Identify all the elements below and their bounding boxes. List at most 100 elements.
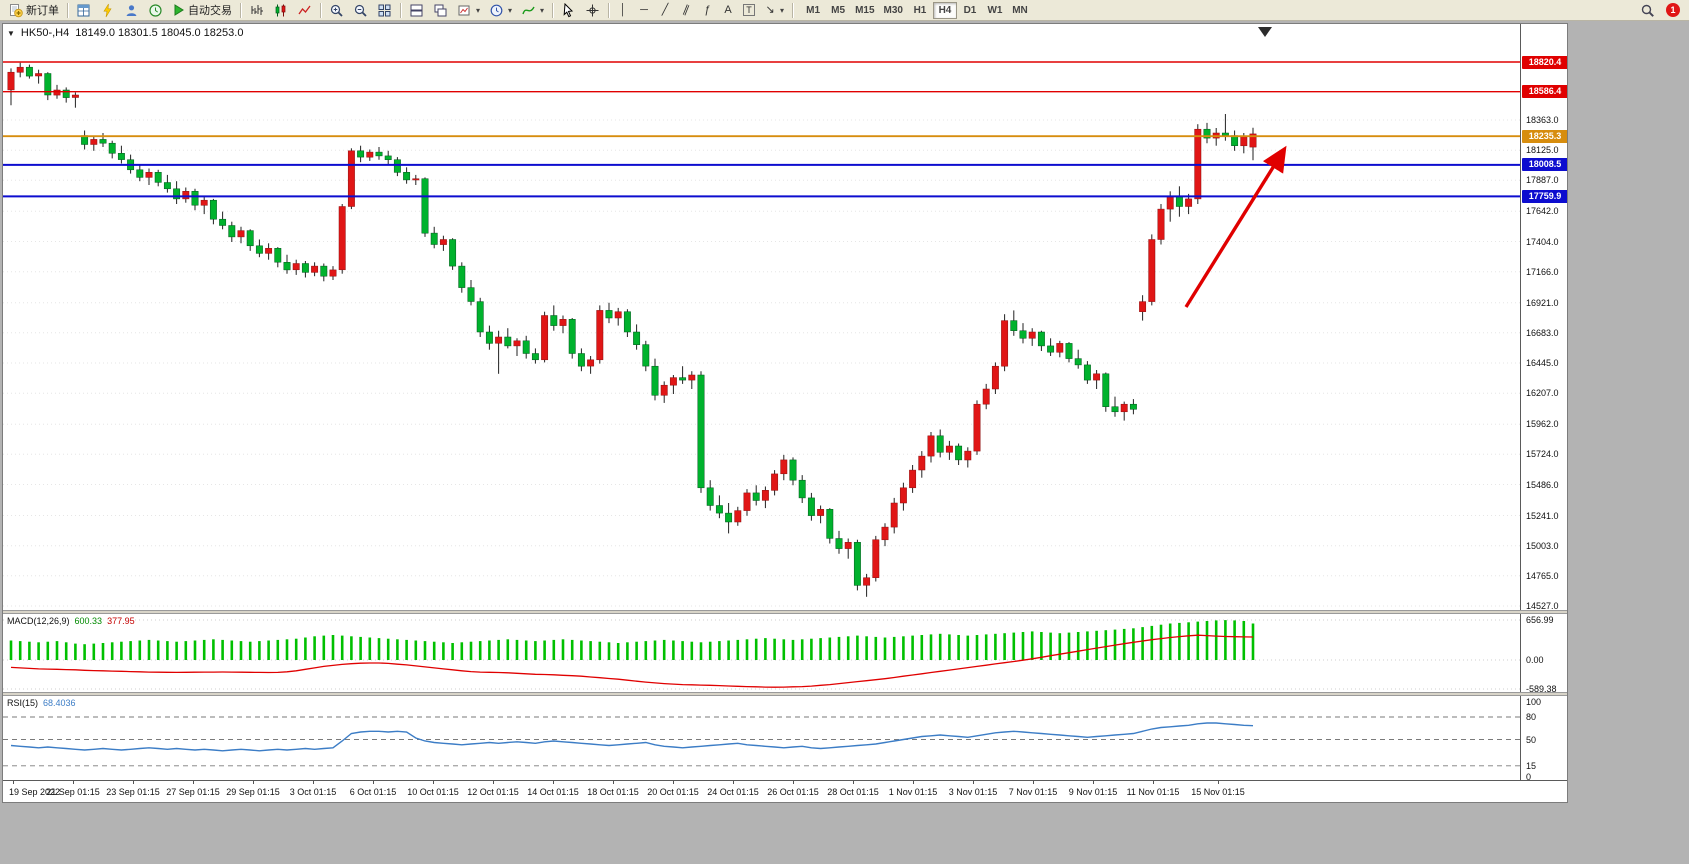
candle xyxy=(688,374,696,381)
navigator-button[interactable] xyxy=(120,1,143,20)
timeframe-h1[interactable]: H1 xyxy=(908,2,932,19)
candle xyxy=(1157,208,1165,240)
zoom-out-button[interactable] xyxy=(349,1,372,20)
text-icon: A xyxy=(724,4,732,16)
timeframe-h4[interactable]: H4 xyxy=(932,1,957,19)
rsi-label: RSI(15) 68.4036 xyxy=(7,698,76,708)
profiles-button[interactable]: ▾ xyxy=(485,1,516,20)
text-label-tool[interactable]: T xyxy=(739,1,759,20)
autotrading-button[interactable]: 自动交易 xyxy=(168,1,236,20)
time-axis-label: 26 Oct 01:15 xyxy=(767,787,819,797)
price-axis[interactable]: 18363.0 18125.0 17887.0 17642.0 17404.0 17166… xyxy=(1520,24,1567,782)
candle xyxy=(1019,330,1027,339)
cascade-windows-button[interactable] xyxy=(429,1,452,20)
price-level-box: 18235.3 xyxy=(1522,130,1567,143)
new-order-button[interactable]: 新订单 xyxy=(4,1,63,20)
candle xyxy=(642,344,650,367)
candle xyxy=(872,539,880,578)
candle xyxy=(1240,136,1248,147)
time-tick xyxy=(253,781,254,784)
timeframe-mn[interactable]: MN xyxy=(1008,2,1032,19)
candle xyxy=(918,455,926,471)
separator xyxy=(67,2,68,18)
time-axis-label: 9 Nov 01:15 xyxy=(1068,787,1118,797)
market-watch-button[interactable] xyxy=(72,1,95,20)
panel-separator[interactable] xyxy=(3,610,1567,614)
candle xyxy=(1010,320,1018,331)
new-chart-button[interactable]: ▾ xyxy=(453,1,484,20)
timeframe-m1[interactable]: M1 xyxy=(801,2,825,19)
candle xyxy=(513,340,521,347)
notification-badge[interactable]: 1 xyxy=(1666,3,1680,17)
new-order-label: 新订单 xyxy=(26,5,59,17)
time-tick xyxy=(1218,781,1219,784)
price-axis-label: 15724.0 xyxy=(1526,449,1559,459)
crosshair-icon xyxy=(586,4,599,16)
arrange-windows-button[interactable] xyxy=(405,1,428,20)
candle xyxy=(651,365,659,396)
lightning-icon xyxy=(103,3,112,17)
time-axis[interactable]: 19 Sep 2022 21 Sep 01:15 23 Sep 01:15 27 Se… xyxy=(3,780,1567,802)
crosshair-tool[interactable] xyxy=(581,1,604,20)
timeframe-m15[interactable]: M15 xyxy=(851,2,878,19)
price-axis-label: 18125.0 xyxy=(1526,145,1559,155)
data-window-button[interactable] xyxy=(96,1,119,20)
timeframe-w1[interactable]: W1 xyxy=(983,2,1007,19)
time-axis-label: 14 Oct 01:15 xyxy=(527,787,579,797)
candle xyxy=(863,577,871,586)
search-button[interactable] xyxy=(1636,1,1659,20)
timeframe-d1[interactable]: D1 xyxy=(958,2,982,19)
vertical-line-tool[interactable]: │ xyxy=(613,1,633,20)
timeframe-m30[interactable]: M30 xyxy=(880,2,907,19)
macd-panel[interactable] xyxy=(3,614,1520,692)
candle xyxy=(1001,320,1009,367)
time-axis-label: 19 Sep 2022 xyxy=(9,787,61,797)
candle xyxy=(1166,196,1174,210)
toolbar-right: 1 xyxy=(1636,1,1685,20)
candle xyxy=(485,331,493,344)
rsi-panel[interactable] xyxy=(3,696,1520,780)
candle xyxy=(449,239,457,267)
tile-windows-button[interactable] xyxy=(373,1,396,20)
candle xyxy=(439,239,447,245)
candle xyxy=(117,153,125,160)
candle xyxy=(384,155,392,160)
terminal-button[interactable] xyxy=(144,1,167,20)
text-tool[interactable]: A xyxy=(718,1,738,20)
horizontal-line-tool[interactable]: ─ xyxy=(634,1,654,20)
candle xyxy=(366,151,374,158)
candle xyxy=(1065,343,1073,359)
candle xyxy=(412,178,420,181)
candle xyxy=(596,310,604,361)
candle xyxy=(357,150,365,158)
candle xyxy=(614,311,622,319)
panel-separator[interactable] xyxy=(3,692,1567,696)
candle xyxy=(568,319,576,354)
arrows-tool[interactable]: ↘ ▾ xyxy=(760,1,788,20)
fibonacci-tool[interactable]: ƒ xyxy=(697,1,717,20)
chart-window[interactable]: ▼ HK50-,H4 18149.0 18301.5 18045.0 18253… xyxy=(2,23,1568,803)
candle xyxy=(964,450,972,461)
candle xyxy=(734,510,742,523)
indicators-button[interactable]: ▾ xyxy=(517,1,548,20)
candle xyxy=(219,218,227,226)
rsi-axis-label: 80 xyxy=(1526,712,1537,722)
macd-signal-line xyxy=(10,634,1254,688)
cursor-tool[interactable] xyxy=(557,1,580,20)
price-chart[interactable] xyxy=(3,24,1520,610)
candle xyxy=(1175,196,1183,207)
channel-tool[interactable]: ∥ xyxy=(676,1,696,20)
time-axis-label: 12 Oct 01:15 xyxy=(467,787,519,797)
zoom-in-button[interactable] xyxy=(325,1,348,20)
candle xyxy=(633,331,641,345)
line-chart-button[interactable] xyxy=(293,1,316,20)
candlestick-chart-button[interactable] xyxy=(269,1,292,20)
separator xyxy=(608,2,610,18)
candle xyxy=(44,73,52,96)
timeframe-m5[interactable]: M5 xyxy=(826,2,850,19)
dropdown-arrow-icon: ▾ xyxy=(780,5,785,15)
time-tick xyxy=(613,781,614,784)
bar-chart-button[interactable] xyxy=(245,1,268,20)
new-order-icon xyxy=(10,3,23,17)
trendline-tool[interactable]: ╱ xyxy=(655,1,675,20)
